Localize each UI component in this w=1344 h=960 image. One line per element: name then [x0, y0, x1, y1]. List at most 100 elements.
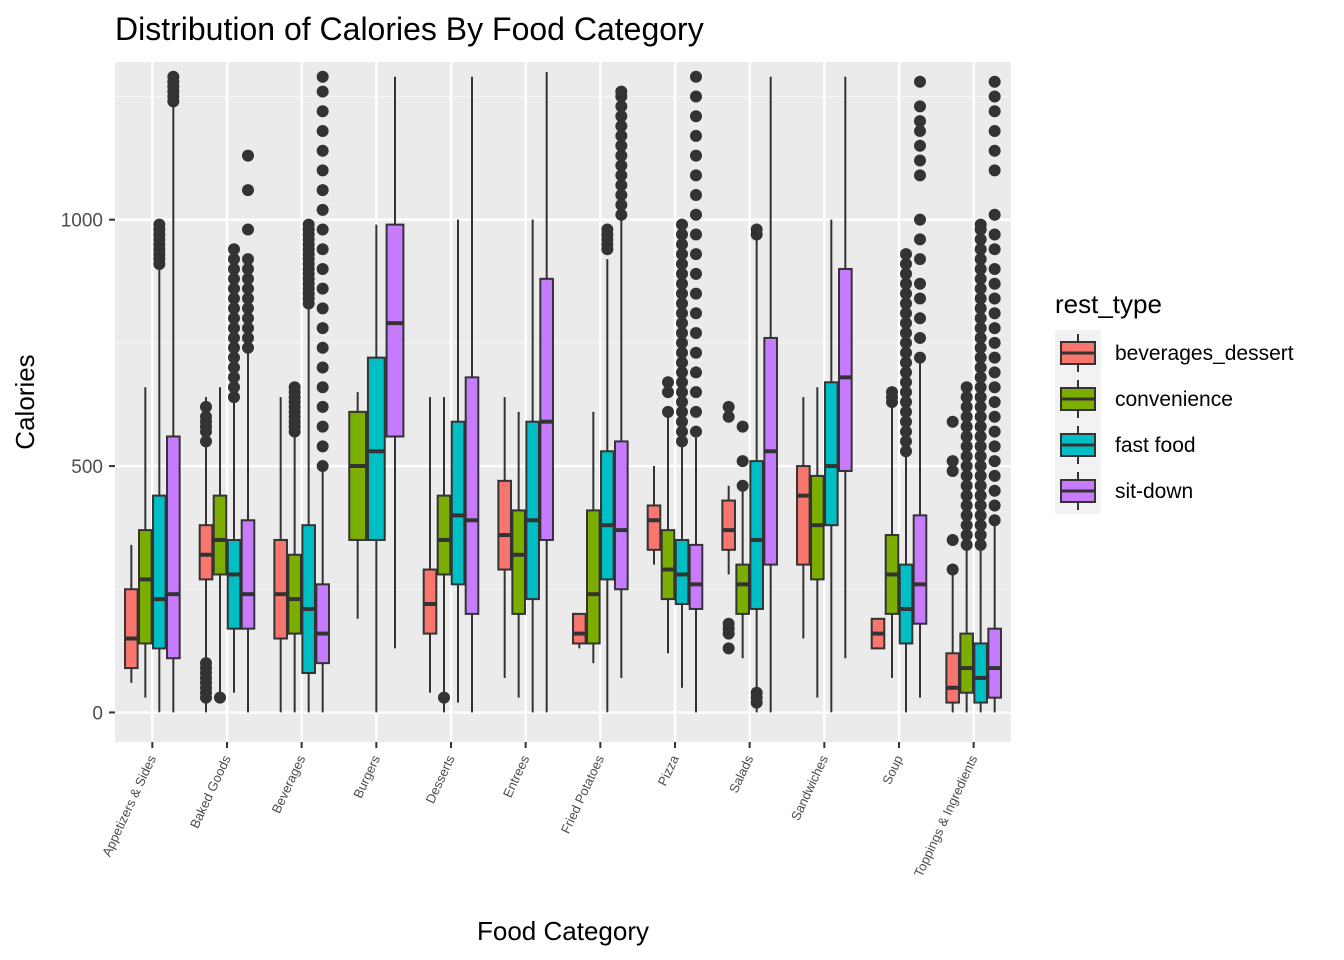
box-rect — [385, 223, 405, 438]
outlier-point — [316, 361, 329, 374]
outlier-point — [615, 208, 628, 221]
outlier-point — [900, 346, 912, 359]
outlier-point — [750, 686, 763, 699]
outlier-point — [914, 115, 926, 128]
outlier-point — [690, 169, 702, 182]
outlier-point — [974, 469, 987, 482]
outlier-point — [722, 410, 735, 423]
box — [450, 219, 466, 703]
box — [870, 617, 886, 650]
box-rect — [287, 553, 302, 635]
box — [572, 612, 587, 649]
outlier-point — [676, 435, 688, 448]
outlier-point — [914, 139, 926, 152]
outlier-point — [167, 70, 180, 83]
box-rect — [124, 588, 139, 670]
outlier-point — [676, 307, 688, 320]
outlier-point — [974, 302, 987, 315]
outlier-point — [316, 262, 329, 275]
outlier-point — [974, 371, 987, 384]
box-rect — [572, 612, 587, 645]
outlier-point — [615, 189, 628, 202]
outlier-point — [676, 405, 688, 418]
outlier-point — [960, 529, 973, 542]
outlier-point — [914, 124, 926, 137]
outlier-point — [214, 691, 226, 704]
y-tick-label: 500 — [71, 457, 103, 478]
box-rect — [315, 583, 330, 665]
box — [385, 76, 405, 649]
y-tick-label: 1000 — [61, 211, 103, 232]
outlier-point — [242, 262, 254, 275]
box — [436, 397, 452, 713]
outlier-point — [690, 327, 702, 340]
box-rect — [959, 632, 974, 694]
box — [600, 223, 615, 713]
outlier-point — [974, 218, 987, 231]
outlier-point — [960, 460, 973, 473]
outlier-point — [676, 327, 688, 340]
outlier-point — [736, 420, 749, 433]
box-rect — [721, 499, 736, 551]
x-tick-label: Appetizers & Sides — [99, 752, 159, 858]
outlier-point — [974, 450, 987, 463]
outlier-point — [988, 164, 1001, 177]
outlier-point — [242, 282, 254, 295]
outlier-point — [242, 302, 254, 315]
outlier-point — [960, 381, 973, 394]
outlier-point — [988, 440, 1001, 453]
outlier-point — [228, 243, 240, 256]
box-group — [870, 75, 928, 713]
outlier-point — [900, 415, 912, 428]
box-rect — [898, 563, 914, 645]
box-rect — [735, 563, 750, 615]
outlier-point — [974, 400, 987, 413]
outlier-point — [242, 253, 254, 266]
outlier-point — [302, 218, 315, 231]
outlier-point — [288, 381, 301, 394]
outlier-point — [974, 410, 987, 423]
outlier-point — [900, 248, 912, 261]
outlier-point — [900, 386, 912, 399]
y-tick-label: 0 — [92, 703, 103, 724]
box — [838, 76, 853, 659]
box — [646, 466, 662, 565]
outlier-point — [988, 307, 1001, 320]
box — [674, 218, 690, 688]
x-tick-label: Soup — [879, 753, 905, 787]
box — [198, 397, 214, 713]
x-axis: Appetizers & Sides Baked Goods Beverages Bu… — [99, 742, 981, 879]
outlier-point — [914, 253, 926, 266]
box-rect — [749, 460, 764, 610]
outlier-point — [662, 405, 674, 418]
outlier-point — [676, 258, 688, 271]
outlier-point — [946, 533, 959, 546]
outlier-point — [228, 302, 240, 315]
outlier-point — [960, 519, 973, 532]
box — [912, 75, 928, 698]
outlier-point — [676, 277, 688, 290]
outlier-point — [316, 460, 329, 473]
box-rect — [660, 529, 676, 601]
outlier-point — [914, 154, 926, 167]
outlier-point — [690, 129, 702, 142]
box — [898, 248, 914, 713]
legend: rest_type beverages_dessert convenience fa… — [1055, 289, 1294, 514]
outlier-point — [228, 253, 240, 266]
outlier-point — [988, 381, 1001, 394]
outlier-point — [615, 100, 628, 113]
legend-key: fast food — [1055, 422, 1196, 468]
outlier-point — [316, 302, 329, 315]
box — [348, 392, 368, 619]
box-rect — [464, 376, 480, 615]
outlier-point — [914, 277, 926, 290]
outlier-point — [615, 198, 628, 211]
outlier-point — [960, 440, 973, 453]
outlier-point — [960, 499, 973, 512]
outlier-point — [690, 405, 702, 418]
outlier-point — [974, 538, 987, 551]
outlier-point — [960, 410, 973, 423]
outlier-point — [988, 410, 1001, 423]
outlier-point — [438, 691, 450, 704]
outlier-point — [988, 292, 1001, 305]
